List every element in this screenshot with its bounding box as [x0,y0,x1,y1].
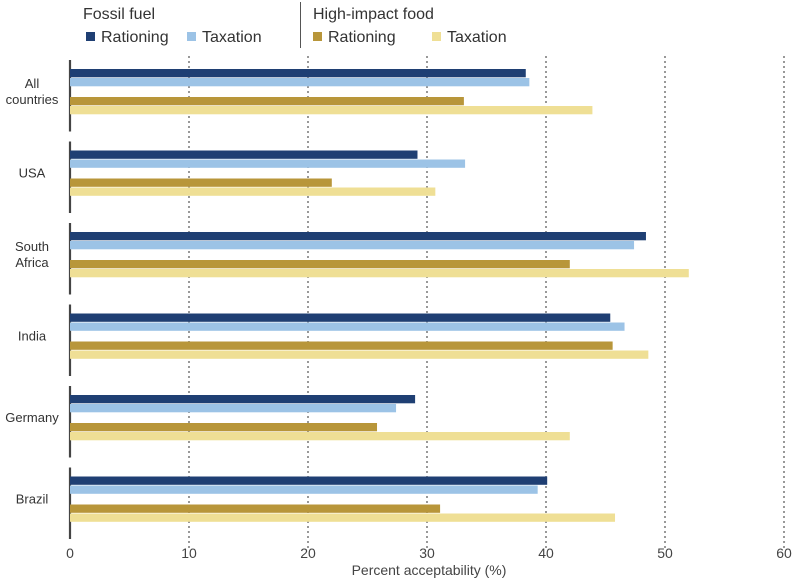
category-group-germany: Germany [5,386,570,458]
legend-swatch-food-taxation [432,32,441,41]
legend-group-title-fossil-fuel: Fossil fuel [83,6,156,23]
bar-all-countries-series-1 [70,78,530,87]
legend-group-title-high-impact-food: High-impact food [313,6,434,23]
x-axis-label: Percent acceptability (%) [352,562,507,578]
legend-label-food-rationing: Rationing [328,29,396,46]
bar-all-countries-series-0 [70,69,526,78]
bar-brazil-series-1 [70,485,538,494]
legend-item-fossil-rationing: Rationing [86,29,169,47]
bar-india-series-2 [70,341,613,350]
bar-south-africa-series-1 [70,241,635,250]
x-axis: 0 10 20 30 40 50 60 [66,545,792,561]
legend-swatch-fossil-rationing [86,32,95,41]
category-groups: All countries USA South Africa India Germany Br… [5,60,689,539]
legend-label-fossil-rationing: Rationing [101,29,169,46]
bar-usa-series-0 [70,150,418,159]
bar-germany-series-2 [70,423,378,432]
x-tick-label-0: 0 [66,545,74,561]
bar-brazil-series-0 [70,476,548,485]
legend-swatch-food-rationing [313,32,322,41]
legend-swatch-fossil-taxation [187,32,196,41]
legend-item-food-rationing: Rationing [313,29,396,47]
x-tick-label-10: 10 [181,545,197,561]
category-group-india: India [18,304,649,376]
category-label-india: India [18,329,47,344]
legend-label-fossil-taxation: Taxation [202,29,262,46]
x-tick-label-30: 30 [419,545,435,561]
x-tick-label-60: 60 [776,545,792,561]
bar-india-series-0 [70,313,611,322]
bar-india-series-3 [70,350,649,359]
category-label-brazil: Brazil [16,492,49,507]
x-tick-label-50: 50 [657,545,673,561]
bar-all-countries-series-2 [70,97,464,106]
legend-item-fossil-taxation: Taxation [187,29,262,47]
category-group-all-countries: All countries [6,60,593,132]
bar-germany-series-3 [70,432,570,441]
bar-south-africa-series-3 [70,269,689,278]
bar-brazil-series-3 [70,513,616,522]
bar-india-series-1 [70,322,625,331]
category-label-south-africa: South Africa [15,239,49,270]
category-label-germany: Germany [5,410,59,425]
category-label-all-countries: All countries [6,76,59,107]
x-tick-label-40: 40 [538,545,554,561]
bar-usa-series-3 [70,187,436,196]
legend-divider [300,2,301,48]
bar-brazil-series-2 [70,504,441,513]
category-label-usa: USA [19,166,46,181]
bar-usa-series-1 [70,159,466,168]
category-group-south-africa: South Africa [15,223,689,295]
category-group-usa: USA [19,141,466,213]
x-tick-label-20: 20 [300,545,316,561]
legend-item-food-taxation: Taxation [432,29,507,47]
bar-south-africa-series-0 [70,232,646,241]
bar-usa-series-2 [70,178,332,187]
bar-germany-series-1 [70,404,397,413]
bar-south-africa-series-2 [70,260,570,269]
bar-all-countries-series-3 [70,106,593,115]
legend-label-food-taxation: Taxation [447,29,507,46]
category-group-brazil: Brazil [16,467,616,539]
bar-germany-series-0 [70,395,416,404]
gridlines [188,56,785,548]
